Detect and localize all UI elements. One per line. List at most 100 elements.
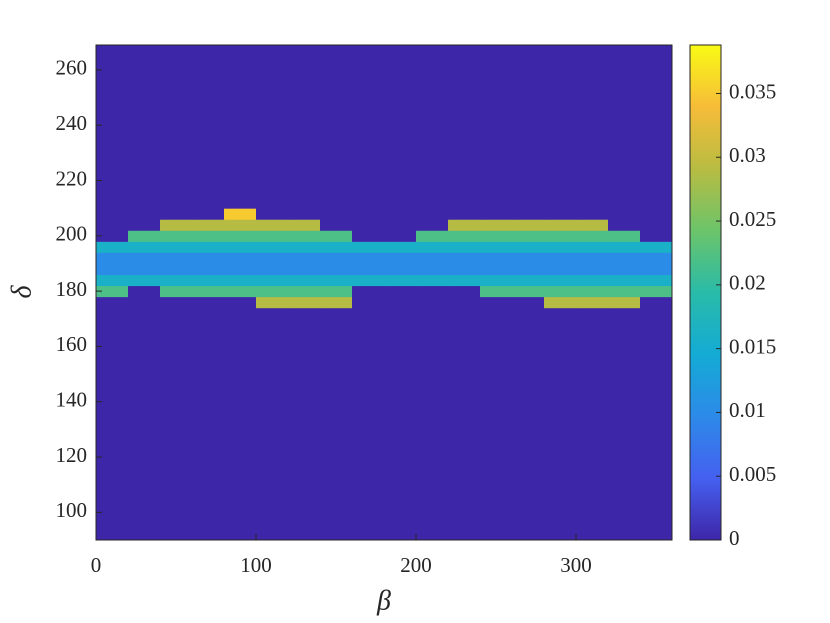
heat-cell: [416, 219, 449, 231]
heat-cell: [608, 318, 641, 540]
heat-cell: [544, 285, 577, 298]
heat-cell: [576, 296, 609, 309]
heat-cell: [96, 241, 129, 253]
colorbar-tick-label: 0.015: [729, 334, 776, 358]
y-tick-label: 260: [56, 56, 88, 80]
heat-cell: [128, 230, 161, 242]
heat-cell: [256, 307, 289, 320]
heat-cell: [608, 274, 641, 287]
heat-cell: [256, 241, 289, 253]
heat-cell: [320, 219, 353, 231]
heat-cell: [96, 45, 129, 209]
heat-cell: [448, 230, 481, 242]
heat-cell: [416, 241, 449, 253]
heat-cell: [544, 274, 577, 287]
heat-cell: [480, 252, 513, 264]
heat-cell: [288, 219, 321, 231]
y-tick-label: 220: [56, 166, 88, 190]
y-axis-label: δ: [6, 285, 37, 299]
heat-cell: [608, 241, 641, 253]
heat-cell: [512, 296, 545, 309]
heat-cell: [288, 307, 321, 320]
heat-cell: [576, 318, 609, 540]
heat-cell: [576, 208, 609, 220]
heat-cell: [128, 263, 161, 276]
heat-cell: [288, 252, 321, 264]
heat-cell: [128, 285, 161, 298]
heat-cell: [576, 263, 609, 276]
heat-cell: [544, 219, 577, 231]
heat-cell: [320, 208, 353, 220]
heat-cell: [576, 307, 609, 320]
heat-cell: [480, 219, 513, 231]
heat-cell: [160, 285, 193, 298]
heat-cell: [416, 285, 449, 298]
heat-cell: [224, 241, 257, 253]
heat-cell: [384, 263, 417, 276]
y-tick-label: 100: [56, 498, 88, 522]
colorbar-tick-label: 0.01: [729, 398, 766, 422]
heat-cell: [384, 307, 417, 320]
heat-cell: [640, 45, 672, 209]
x-tick-label: 100: [240, 553, 272, 577]
heat-cell: [576, 285, 609, 298]
heat-cell: [96, 318, 129, 540]
heat-cell: [544, 241, 577, 253]
heat-cell: [288, 263, 321, 276]
heat-cell: [160, 241, 193, 253]
heat-cell: [96, 274, 129, 287]
heat-cell: [384, 219, 417, 231]
heat-cell: [608, 45, 641, 209]
y-tick-label: 240: [56, 111, 88, 135]
heat-cell: [256, 285, 289, 298]
heat-cell: [640, 230, 672, 242]
heat-cell: [288, 230, 321, 242]
heat-cell: [192, 45, 225, 209]
heat-cell: [192, 318, 225, 540]
heat-cell: [192, 285, 225, 298]
heat-cell: [352, 45, 385, 209]
heat-cell: [416, 208, 449, 220]
heat-cell: [224, 230, 257, 242]
heat-cell: [480, 45, 513, 209]
heat-cell: [352, 230, 385, 242]
heat-cell: [512, 241, 545, 253]
heat-cell: [160, 208, 193, 220]
heat-cell: [160, 307, 193, 320]
heat-cell: [416, 296, 449, 309]
heat-cell: [544, 318, 577, 540]
heat-cell: [544, 230, 577, 242]
heat-cell: [128, 274, 161, 287]
heat-cell: [640, 219, 672, 231]
heat-cell: [320, 230, 353, 242]
heat-cell: [512, 208, 545, 220]
heat-cell: [576, 219, 609, 231]
y-tick-label: 120: [56, 443, 88, 467]
heat-cell: [192, 219, 225, 231]
heat-cell: [160, 296, 193, 309]
x-tick-label: 0: [91, 553, 102, 577]
heat-cell: [96, 252, 129, 264]
heat-cell: [192, 307, 225, 320]
heat-cell: [512, 252, 545, 264]
heat-cell: [416, 307, 449, 320]
heat-cell: [480, 285, 513, 298]
heat-cell: [288, 318, 321, 540]
heat-cell: [320, 296, 353, 309]
heat-cell: [512, 219, 545, 231]
heat-cell: [576, 241, 609, 253]
heat-cell: [416, 263, 449, 276]
heat-cell: [640, 307, 672, 320]
colorbar-tick-label: 0.03: [729, 143, 766, 167]
heat-cell: [256, 318, 289, 540]
heat-cell: [416, 318, 449, 540]
heat-cell: [544, 296, 577, 309]
heat-cell: [288, 285, 321, 298]
colorbar: [689, 44, 722, 541]
heat-cell: [256, 45, 289, 209]
heat-cell: [608, 230, 641, 242]
heat-cell: [320, 318, 353, 540]
heat-cell: [128, 241, 161, 253]
heat-cell: [96, 285, 129, 298]
heat-cell: [384, 285, 417, 298]
